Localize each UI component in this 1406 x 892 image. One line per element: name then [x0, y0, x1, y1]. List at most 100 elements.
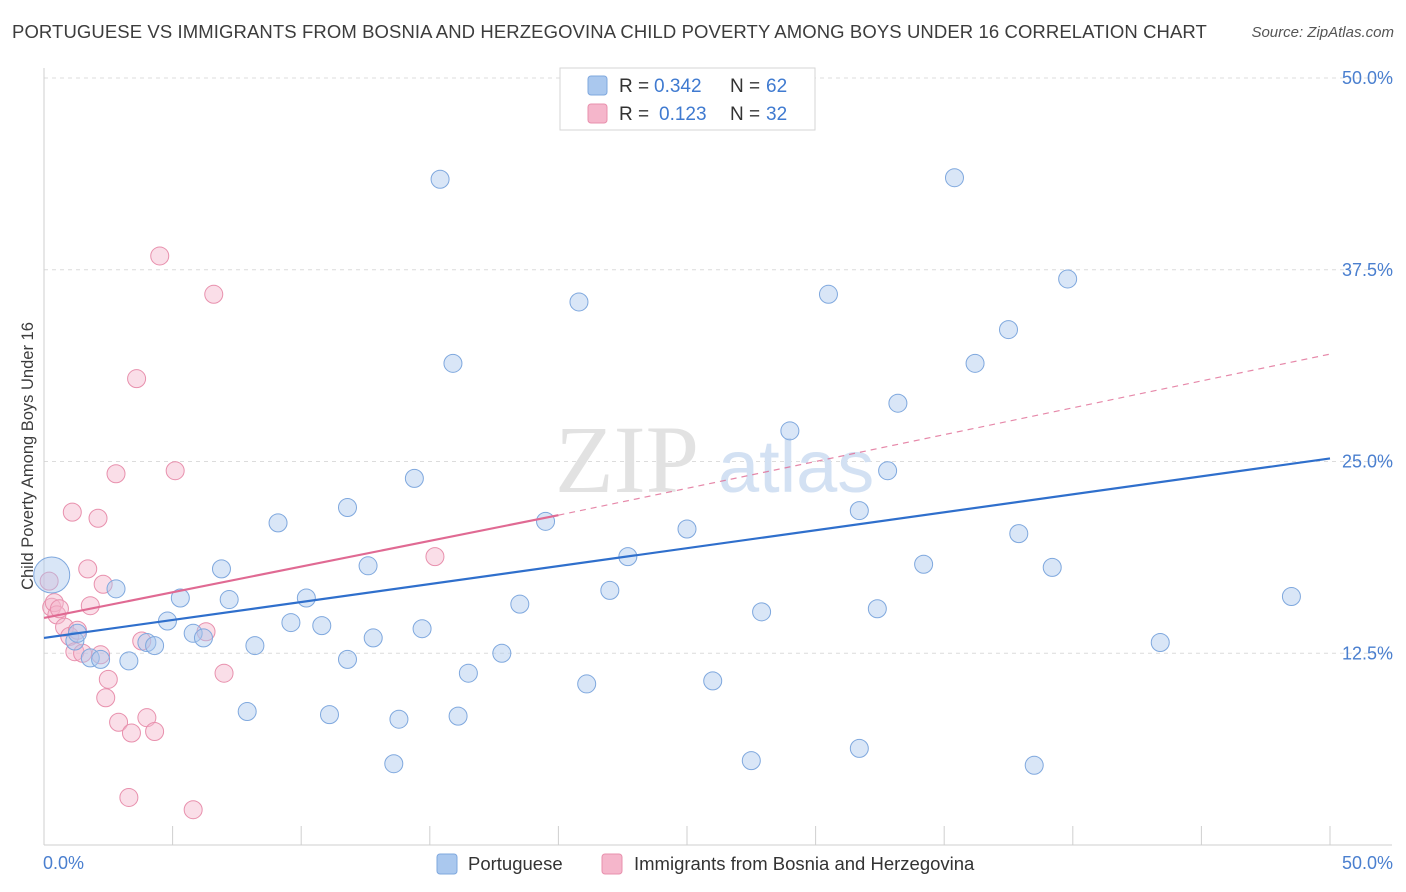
portuguese-point-0	[33, 556, 71, 594]
bosnia-point-12	[80, 596, 100, 616]
chart-title: PORTUGUESE VS IMMIGRANTS FROM BOSNIA AND…	[12, 21, 1207, 42]
legend-swatch-portuguese	[436, 853, 458, 875]
portuguese-point-4	[91, 649, 111, 669]
bosnia-point-14	[91, 645, 111, 665]
bosnia-point-27	[165, 461, 185, 481]
legend-n-value-1: 62	[766, 76, 787, 97]
portuguese-point-28	[404, 468, 424, 488]
legend-r-label-1: R =	[619, 76, 649, 97]
portuguese-point-5	[106, 579, 126, 599]
legend-swatch-bosnia	[601, 853, 623, 875]
portuguese-point-52	[914, 554, 934, 574]
portuguese-point-16	[245, 636, 265, 656]
portuguese-point-3	[80, 648, 100, 668]
portuguese-point-32	[448, 706, 468, 726]
portuguese-point-12	[193, 628, 213, 648]
portuguese-point-25	[363, 628, 383, 648]
bosnia-point-13	[88, 508, 108, 528]
portuguese-point-41	[677, 519, 697, 539]
portuguese-point-53	[944, 168, 964, 188]
portuguese-point-29	[412, 619, 432, 639]
portuguese-point-30	[430, 169, 450, 189]
bosnia-point-22	[127, 369, 147, 389]
y-tick-label-2: 37.5%	[1342, 260, 1393, 280]
portuguese-point-6	[119, 651, 139, 671]
portuguese-trend-line	[43, 457, 1331, 639]
legend-n-label-1: N =	[730, 76, 760, 97]
portuguese-point-37	[569, 292, 589, 312]
portuguese-point-56	[1009, 524, 1029, 544]
bosnia-point-7	[62, 502, 82, 522]
portuguese-point-13	[211, 559, 231, 579]
portuguese-point-50	[878, 461, 898, 481]
x-tick-label-1: 50.0%	[1342, 853, 1393, 873]
portuguese-point-48	[849, 501, 869, 521]
portuguese-point-61	[1281, 586, 1301, 606]
y-tick-labels: 12.5% 25.0% 37.5% 50.0%	[1342, 68, 1393, 663]
y-tick-label-3: 50.0%	[1342, 68, 1393, 88]
bosnia-point-15	[93, 574, 113, 594]
bosnia-point-21	[121, 723, 141, 743]
source-label: Source: ZipAtlas.com	[1251, 24, 1394, 41]
portuguese-point-19	[296, 588, 316, 608]
portuguese-point-31	[443, 353, 463, 373]
legend-r-label-2: R =	[619, 104, 649, 125]
bosnia-point-26	[150, 246, 170, 266]
legend-stats: R = 0.342 N = 62 R = 0.123 N = 32	[559, 67, 816, 131]
watermark-zip: ZIP	[555, 406, 699, 513]
portuguese-point-38	[577, 674, 597, 694]
portuguese-point-46	[818, 284, 838, 304]
portuguese-point-24	[358, 556, 378, 576]
legend-r-value-1: 0.342	[654, 76, 702, 97]
bosnia-point-19	[109, 712, 129, 732]
bosnia-trend-line	[43, 514, 559, 620]
grid-lines	[44, 77, 1392, 654]
portuguese-point-11	[183, 623, 203, 643]
portuguese-point-17	[268, 513, 288, 533]
y-tick-label-1: 25.0%	[1342, 452, 1393, 472]
portuguese-point-58	[1042, 557, 1062, 577]
portuguese-point-23	[337, 498, 357, 518]
legend-series: Portuguese Immigrants from Bosnia and He…	[436, 853, 975, 875]
bosnia-point-25	[145, 721, 165, 741]
legend-label-bosnia: Immigrants from Bosnia and Herzegovina	[634, 853, 975, 874]
portuguese-point-1	[65, 631, 85, 651]
bosnia-point-16	[96, 688, 116, 708]
portuguese-point-7	[137, 633, 157, 653]
y-axis-label: Child Poverty Among Boys Under 16	[19, 322, 37, 590]
legend-label-portuguese: Portuguese	[468, 853, 563, 874]
portuguese-point-18	[281, 613, 301, 633]
bosnia-point-31	[214, 663, 234, 683]
portuguese-point-59	[1058, 269, 1078, 289]
portuguese-point-55	[999, 320, 1018, 340]
portuguese-point-45	[780, 421, 800, 441]
portuguese-point-8	[145, 636, 165, 656]
bosnia-point-30	[204, 284, 224, 304]
x-tick-label-0: 0.0%	[43, 853, 84, 873]
portuguese-point-34	[492, 643, 512, 663]
watermark-atlas: atlas	[718, 425, 874, 508]
portuguese-point-51	[888, 393, 908, 413]
series-portuguese-points	[33, 168, 1301, 775]
portuguese-point-22	[337, 649, 357, 669]
portuguese-point-14	[219, 590, 239, 610]
portuguese-point-60	[1150, 633, 1170, 653]
bosnia-point-0	[39, 571, 59, 591]
legend-r-value-2: 0.123	[659, 104, 707, 125]
portuguese-point-15	[237, 702, 257, 722]
series-bosnia-points	[39, 246, 445, 820]
bosnia-point-20	[119, 787, 139, 807]
legend-n-label-2: N =	[730, 104, 760, 125]
portuguese-point-47	[849, 738, 869, 758]
watermark: ZIP atlas	[555, 406, 874, 513]
bosnia-point-32	[425, 547, 445, 567]
portuguese-point-57	[1024, 755, 1044, 775]
bosnia-point-28	[183, 800, 203, 820]
bosnia-point-18	[106, 464, 126, 484]
portuguese-point-49	[867, 599, 887, 619]
legend-n-value-2: 32	[766, 104, 787, 125]
portuguese-point-33	[458, 663, 478, 683]
portuguese-point-43	[741, 751, 761, 771]
bosnia-point-2	[44, 593, 64, 613]
